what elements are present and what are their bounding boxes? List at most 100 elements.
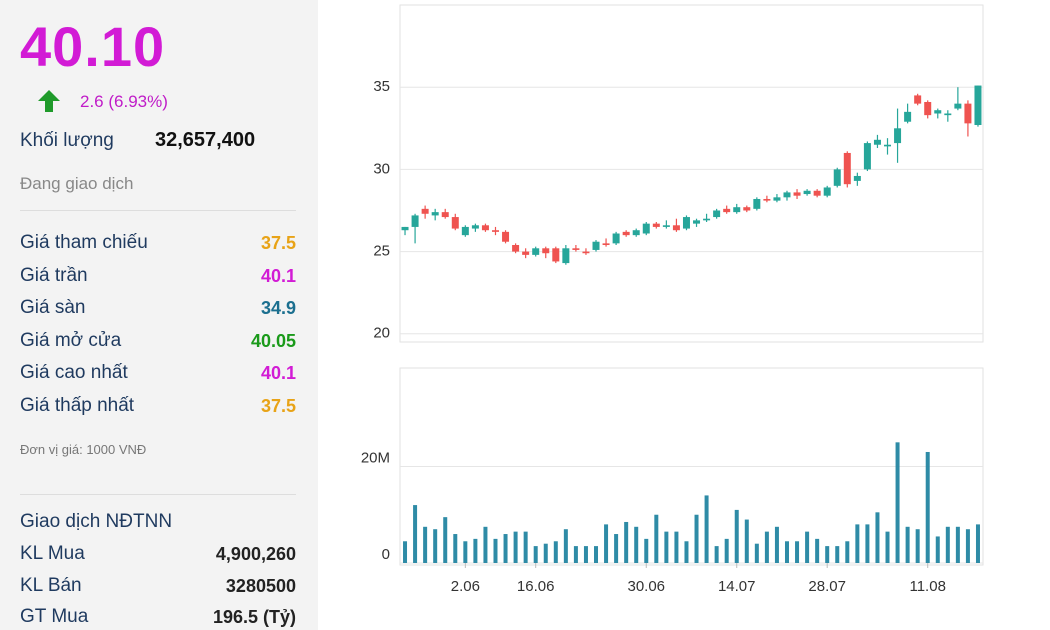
volume-bar <box>624 521 629 563</box>
y-tick-label: 20M <box>361 449 390 466</box>
volume-bar <box>774 526 779 563</box>
last-price: 40.10 <box>20 15 166 78</box>
volume-bar <box>644 538 649 563</box>
volume-bar <box>754 543 759 563</box>
volume-bar <box>905 526 910 563</box>
x-tick-label: 11.08 <box>909 578 945 595</box>
x-tick-label: 16.06 <box>517 578 555 595</box>
volume-bar <box>784 541 789 563</box>
volume-bar <box>694 514 699 563</box>
candle-body <box>743 207 751 211</box>
candle-body <box>753 198 761 209</box>
volume-bar <box>955 526 960 563</box>
price-row-value: 40.05 <box>250 330 296 351</box>
price-row-value: 40.1 <box>260 265 296 286</box>
candle-body <box>612 233 620 244</box>
candle-body <box>813 190 821 196</box>
candle-body <box>622 231 630 236</box>
volume-bar <box>925 451 930 563</box>
volume-bar <box>855 524 860 563</box>
volume-bar <box>835 546 840 563</box>
volume-bar <box>865 524 870 563</box>
volume-bar <box>604 524 609 563</box>
candle-body <box>733 207 741 213</box>
candle-body <box>451 217 459 229</box>
candle-body <box>471 225 479 229</box>
candle-body <box>954 103 962 109</box>
volume-bar <box>614 534 619 563</box>
volume-bar <box>483 526 488 563</box>
candle-body <box>803 190 811 195</box>
x-tick-label: 14.07 <box>718 578 756 595</box>
candle-body <box>431 212 439 216</box>
candle-body <box>491 230 499 232</box>
candle-body <box>974 85 982 126</box>
candle-body <box>582 251 590 254</box>
volume-bar <box>674 531 679 563</box>
candle-body <box>873 139 881 145</box>
foreign-row-label: KL Mua <box>20 543 85 564</box>
volume-bar <box>403 541 408 563</box>
volume-bar <box>443 517 448 563</box>
price-row-value: 34.9 <box>260 298 296 318</box>
volume-bar <box>463 541 468 563</box>
volume-bar <box>453 534 458 563</box>
up-arrow-icon <box>38 90 60 112</box>
volume-bar <box>493 538 498 563</box>
candle-body <box>763 198 771 201</box>
candle-body <box>884 144 892 147</box>
volume-bar <box>875 512 880 563</box>
candle-body <box>552 248 560 262</box>
volume-label: Khối lượng <box>20 130 114 151</box>
candle-body <box>693 220 701 224</box>
candle-body <box>632 230 640 236</box>
candle-body <box>863 143 871 170</box>
price-row-label: Giá sàn <box>20 297 86 318</box>
volume-bar <box>654 514 659 563</box>
volume-bar <box>664 531 669 563</box>
volume-bar <box>634 526 639 563</box>
foreign-row-label: KL Bán <box>20 574 82 596</box>
unit-note: Đơn vị giá: 1000 VNĐ <box>20 442 147 457</box>
candle-body <box>823 187 831 196</box>
candle-body <box>532 248 540 255</box>
candle-body <box>562 248 570 264</box>
volume-bar <box>744 519 749 563</box>
volume-bar <box>815 538 820 563</box>
price-row-label: Giá thấp nhất <box>20 394 135 416</box>
volume-bar <box>583 546 588 563</box>
candle-body <box>481 225 489 231</box>
candle-body <box>833 169 841 186</box>
candle-body <box>853 175 861 181</box>
candle-body <box>572 248 580 250</box>
volume-bar <box>684 541 689 563</box>
candle-body <box>773 197 781 201</box>
volume-bar <box>895 442 900 563</box>
candle-body <box>783 192 791 198</box>
volume-bar <box>945 526 950 563</box>
candle-body <box>512 245 520 252</box>
candle-body <box>642 223 650 234</box>
candle-body <box>421 208 429 214</box>
candle-body <box>401 226 409 231</box>
volume-bar <box>845 541 850 563</box>
candle-body <box>411 215 419 227</box>
separator <box>20 494 296 495</box>
x-tick-label: 2.06 <box>451 578 480 595</box>
price-row-value: 37.5 <box>260 395 296 416</box>
volume-bar <box>965 529 970 563</box>
candle-body <box>894 128 902 144</box>
candle-body <box>682 217 690 229</box>
price-row-label: Giá mở cửa <box>20 329 122 351</box>
volume-bar <box>433 529 438 563</box>
price-row-label: Giá tham chiếu <box>20 232 148 253</box>
volume-bar <box>573 546 578 563</box>
volume-bar <box>473 538 478 563</box>
candle-body <box>713 210 721 218</box>
foreign-trade-title: Giao dịch NĐTNN <box>20 511 173 532</box>
candle-body <box>723 208 731 213</box>
volume-bar <box>795 541 800 563</box>
volume-bar <box>915 529 920 563</box>
volume-bar <box>714 546 719 563</box>
